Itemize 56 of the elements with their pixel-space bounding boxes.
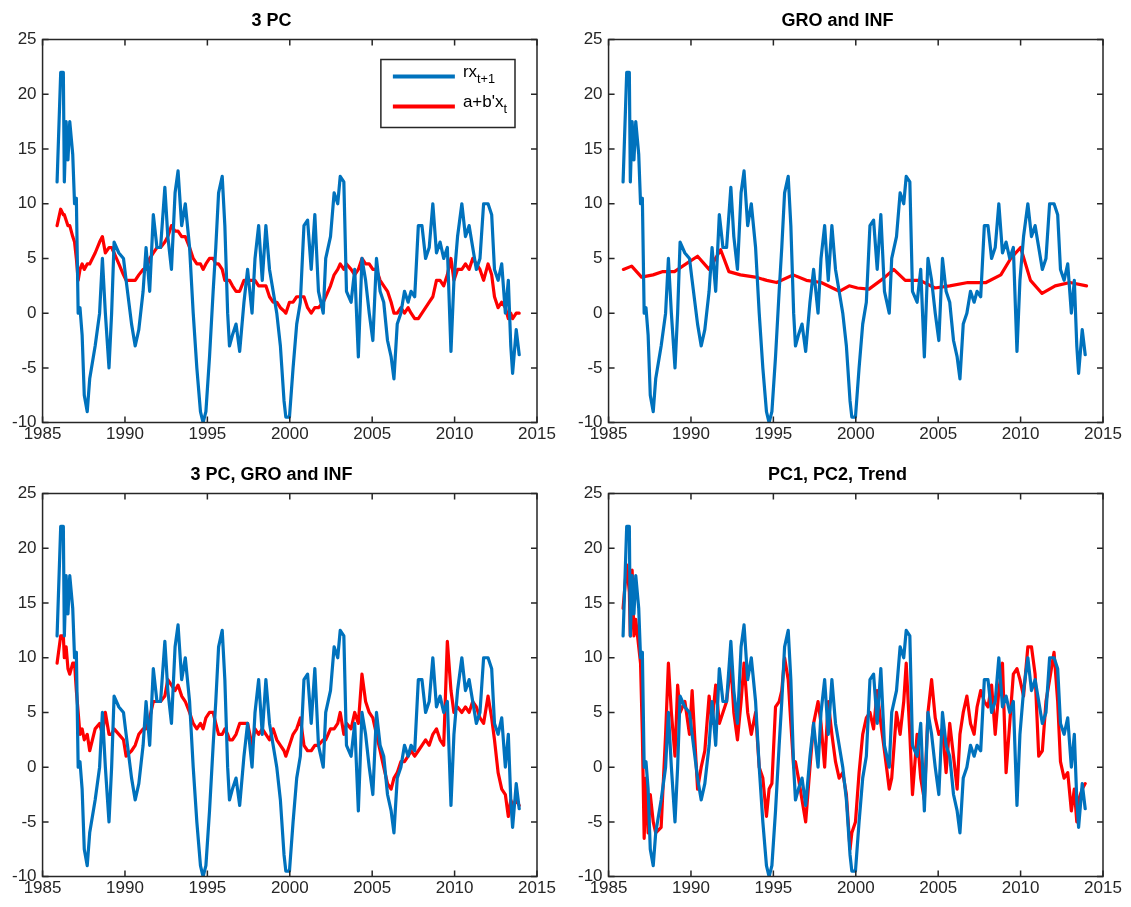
x-tick-label: 1995 — [188, 878, 227, 898]
x-tick-label: 2010 — [435, 878, 474, 898]
x-tick-label: 2005 — [353, 878, 392, 898]
y-tick-label: 20 — [17, 84, 37, 103]
chart-title: PC1, PC2, Trend — [767, 463, 908, 484]
y-tick-label: 0 — [593, 756, 603, 776]
y-tick-label: 25 — [583, 29, 603, 49]
x-tick-label: 1990 — [672, 878, 710, 898]
y-tick-label: 20 — [583, 84, 603, 103]
x-tick-label: 2000 — [836, 878, 875, 898]
x-tick-label: 1995 — [754, 424, 793, 444]
y-tick-label: 0 — [27, 302, 37, 322]
x-tick-label: 2015 — [518, 424, 556, 444]
x-tick-label: 2000 — [836, 424, 875, 444]
x-tick-label: 2005 — [353, 424, 392, 444]
y-tick-label: 25 — [17, 29, 37, 49]
y-tick-label: -5 — [21, 357, 37, 377]
y-tick-label: 5 — [593, 248, 603, 268]
x-tick-label: 2000 — [270, 878, 309, 898]
x-tick-label: 1995 — [754, 878, 793, 898]
x-tick-label: 2010 — [435, 424, 474, 444]
x-tick-label: 1990 — [672, 424, 710, 444]
y-tick-label: 15 — [17, 138, 37, 158]
y-tick-label: 10 — [583, 193, 603, 213]
chart-title: GRO and INF — [781, 9, 894, 30]
x-tick-label: 2015 — [1084, 424, 1122, 444]
y-tick-label: 10 — [17, 193, 37, 213]
x-tick-label: 2005 — [919, 878, 958, 898]
x-tick-label: 2010 — [1001, 878, 1040, 898]
x-tick-label: 2000 — [270, 424, 309, 444]
y-tick-label: 10 — [583, 647, 603, 667]
y-tick-label: -5 — [587, 811, 603, 831]
y-tick-label: 10 — [17, 647, 37, 667]
y-tick-label: 20 — [583, 538, 603, 557]
x-tick-label: 2010 — [1001, 424, 1040, 444]
y-tick-label: 0 — [27, 756, 37, 776]
y-tick-label: -5 — [587, 357, 603, 377]
x-tick-label: 1990 — [106, 424, 144, 444]
y-tick-label: 5 — [593, 702, 603, 722]
y-tick-label: 15 — [17, 592, 37, 612]
y-tick-label: -5 — [21, 811, 37, 831]
chart-title: 3 PC — [251, 9, 292, 30]
x-tick-label: 2015 — [518, 878, 556, 898]
chart-title: 3 PC, GRO and INF — [190, 463, 353, 484]
y-tick-label: 5 — [27, 248, 37, 268]
y-tick-label: 20 — [17, 538, 37, 557]
y-tick-label: 5 — [27, 702, 37, 722]
y-tick-label: 15 — [583, 592, 603, 612]
y-tick-label: 15 — [583, 138, 603, 158]
y-tick-label: 25 — [17, 483, 37, 503]
y-tick-label: 0 — [593, 302, 603, 322]
x-tick-label: 1990 — [106, 878, 144, 898]
x-tick-label: 2005 — [919, 424, 958, 444]
y-tick-label: 25 — [583, 483, 603, 503]
x-tick-label: 2015 — [1084, 878, 1122, 898]
x-tick-label: 1995 — [188, 424, 227, 444]
